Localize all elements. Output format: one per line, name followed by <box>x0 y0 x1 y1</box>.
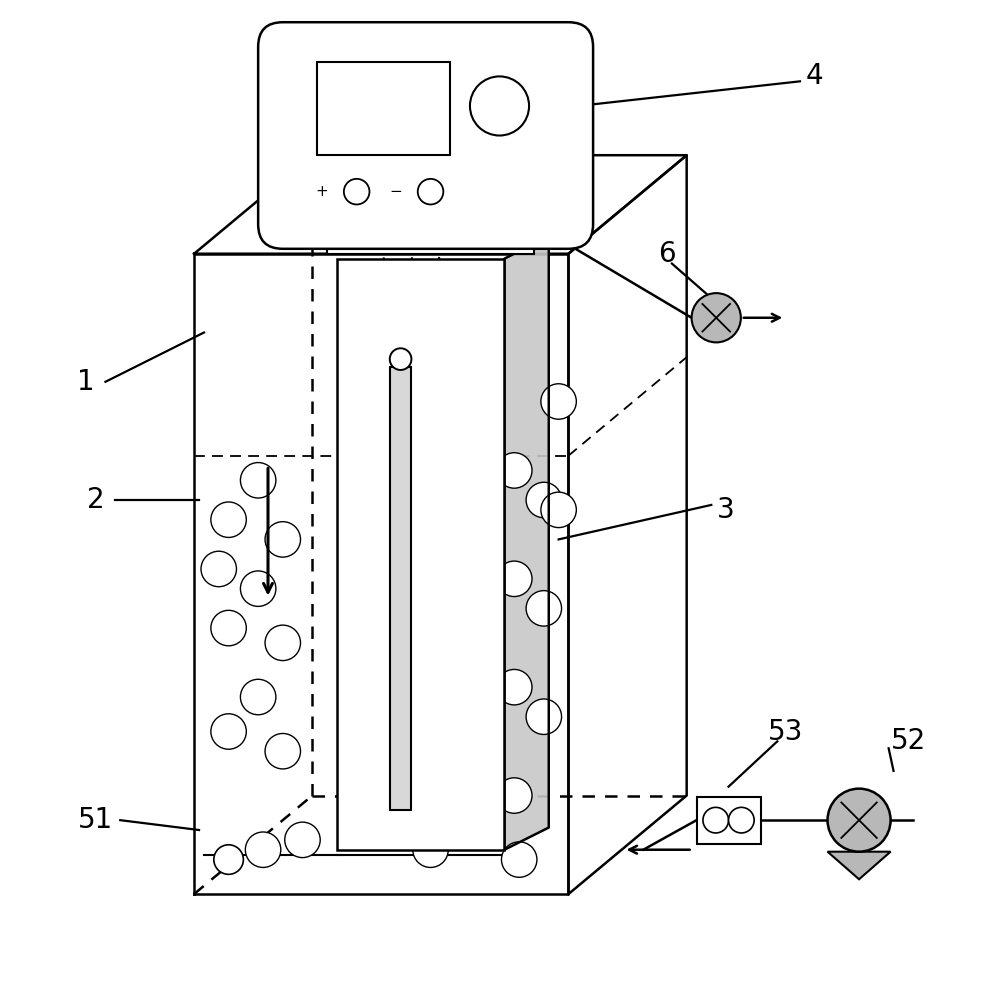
Circle shape <box>497 669 532 705</box>
Circle shape <box>418 179 444 204</box>
Text: 6: 6 <box>658 240 675 268</box>
Circle shape <box>241 571 276 606</box>
Bar <box>337 259 504 850</box>
Bar <box>696 797 760 844</box>
Text: 3: 3 <box>717 496 735 524</box>
Circle shape <box>241 679 276 715</box>
Circle shape <box>501 842 536 877</box>
Circle shape <box>390 348 412 370</box>
Circle shape <box>497 561 532 597</box>
Text: +: + <box>316 184 329 199</box>
Circle shape <box>265 733 301 769</box>
Bar <box>318 62 451 155</box>
Text: 1: 1 <box>77 368 95 396</box>
Circle shape <box>211 610 247 646</box>
Bar <box>327 195 534 254</box>
Circle shape <box>497 453 532 488</box>
Circle shape <box>827 789 890 852</box>
Circle shape <box>540 384 576 419</box>
Text: 2: 2 <box>87 486 105 514</box>
Circle shape <box>214 845 244 874</box>
Circle shape <box>526 699 561 734</box>
Polygon shape <box>827 852 890 879</box>
Circle shape <box>423 433 459 468</box>
Text: 4: 4 <box>806 62 823 90</box>
Circle shape <box>463 403 498 439</box>
Circle shape <box>526 482 561 518</box>
Circle shape <box>526 591 561 626</box>
Circle shape <box>423 650 459 685</box>
Circle shape <box>413 832 449 867</box>
Circle shape <box>241 463 276 498</box>
Text: 52: 52 <box>891 727 926 755</box>
Circle shape <box>211 502 247 537</box>
Circle shape <box>463 729 498 764</box>
Circle shape <box>463 620 498 656</box>
Circle shape <box>201 551 237 587</box>
Text: 51: 51 <box>78 806 113 834</box>
Circle shape <box>497 778 532 813</box>
Polygon shape <box>504 236 548 850</box>
Circle shape <box>463 512 498 547</box>
Circle shape <box>285 822 321 858</box>
Text: −: − <box>390 184 403 199</box>
Circle shape <box>265 522 301 557</box>
Circle shape <box>691 293 741 342</box>
Circle shape <box>265 625 301 661</box>
Circle shape <box>211 714 247 749</box>
Bar <box>390 367 412 810</box>
Circle shape <box>246 832 281 867</box>
Circle shape <box>470 76 529 136</box>
Text: 53: 53 <box>767 718 803 746</box>
FancyBboxPatch shape <box>258 22 593 249</box>
Circle shape <box>728 807 754 833</box>
Circle shape <box>423 541 459 577</box>
Circle shape <box>344 179 370 204</box>
Circle shape <box>703 807 728 833</box>
Circle shape <box>540 492 576 528</box>
